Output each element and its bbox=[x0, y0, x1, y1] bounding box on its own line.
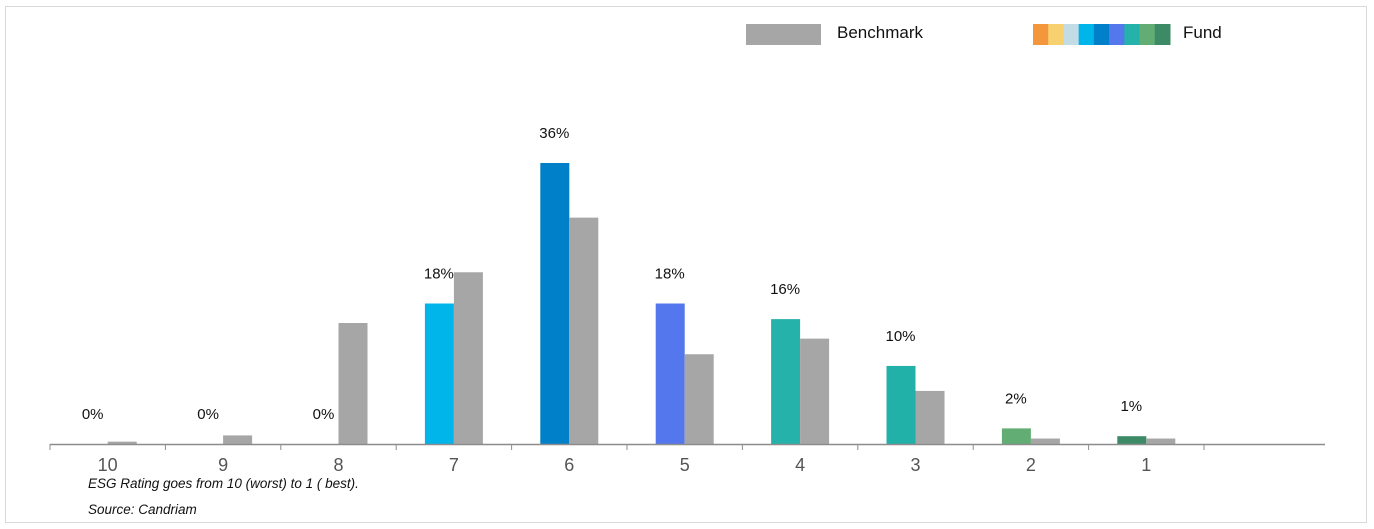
legend-fund-swatch-segment bbox=[1078, 24, 1095, 45]
x-tick-label: 9 bbox=[218, 455, 228, 475]
legend: Benchmark Fund bbox=[746, 23, 1222, 45]
fund-bar bbox=[886, 365, 916, 444]
rating-note: ESG Rating goes from 10 (worst) to 1 ( b… bbox=[88, 476, 359, 491]
benchmark-bar bbox=[915, 390, 945, 444]
benchmark-bar bbox=[684, 354, 714, 444]
legend-fund-swatch-segment bbox=[1139, 24, 1156, 45]
benchmark-bar bbox=[800, 338, 830, 444]
fund-bar bbox=[424, 303, 454, 444]
fund-data-label: 18% bbox=[655, 266, 685, 283]
fund-data-label: 0% bbox=[313, 406, 335, 423]
x-tick-label: 5 bbox=[680, 455, 690, 475]
fund-data-label: 18% bbox=[424, 266, 454, 283]
source-note: Source: Candriam bbox=[88, 502, 197, 517]
legend-fund-swatch-segment bbox=[1093, 24, 1110, 45]
x-tick-label: 2 bbox=[1026, 455, 1036, 475]
benchmark-bar bbox=[453, 272, 483, 444]
fund-bar bbox=[771, 319, 801, 444]
fund-data-label: 1% bbox=[1120, 398, 1142, 415]
benchmark-bar bbox=[1030, 438, 1060, 444]
x-tick-label: 1 bbox=[1141, 455, 1151, 475]
benchmark-bar bbox=[107, 441, 137, 444]
legend-fund-swatch-segment bbox=[1063, 24, 1080, 45]
fund-data-label: 16% bbox=[770, 281, 800, 298]
x-axis: 10 9 8 7 6 5 4 3 2 1 bbox=[49, 443, 1325, 475]
fund-bar bbox=[1117, 436, 1147, 444]
legend-fund-swatch-segment bbox=[1033, 24, 1049, 45]
fund-bar bbox=[540, 163, 570, 444]
fund-data-label: 2% bbox=[1005, 390, 1027, 407]
benchmark-bar bbox=[1146, 438, 1176, 444]
fund-data-label: 0% bbox=[197, 406, 219, 423]
benchmark-bar bbox=[223, 435, 253, 444]
x-tick-label: 7 bbox=[449, 455, 459, 475]
fund-data-label: 0% bbox=[82, 406, 104, 423]
legend-fund-swatch-segment bbox=[1109, 24, 1125, 45]
benchmark-bar bbox=[338, 323, 368, 444]
legend-fund-swatch-segment bbox=[1048, 24, 1064, 45]
x-tick-label: 8 bbox=[333, 455, 343, 475]
x-tick-label: 4 bbox=[795, 455, 805, 475]
benchmark-bar bbox=[569, 217, 599, 444]
fund-bar bbox=[1001, 428, 1031, 444]
bars: 0% 0% 0% 18% 36% 18% 16% 10% 2% 1% bbox=[82, 125, 1176, 444]
x-tick-label: 3 bbox=[910, 455, 920, 475]
legend-fund-swatch-segment bbox=[1154, 24, 1171, 45]
fund-bar bbox=[655, 303, 685, 444]
legend-benchmark-label: Benchmark bbox=[837, 23, 923, 42]
fund-data-label: 10% bbox=[885, 328, 915, 345]
legend-benchmark-swatch bbox=[746, 24, 821, 45]
fund-data-label: 36% bbox=[539, 125, 569, 142]
x-tick-label: 6 bbox=[564, 455, 574, 475]
legend-fund-swatch-segment bbox=[1124, 24, 1141, 45]
x-tick-label: 10 bbox=[98, 455, 118, 475]
legend-fund-swatch bbox=[1033, 24, 1171, 45]
legend-fund-label: Fund bbox=[1183, 23, 1222, 42]
